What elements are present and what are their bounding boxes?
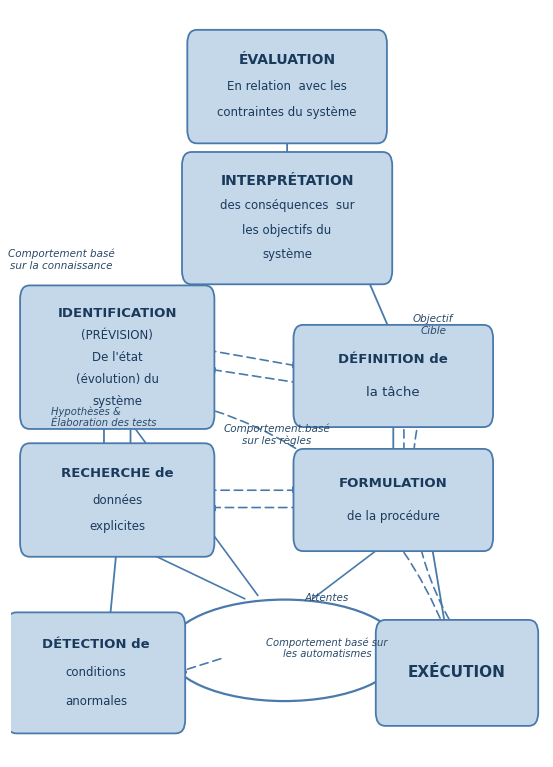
Text: système: système (262, 249, 312, 262)
Text: INTERPRÉTATION: INTERPRÉTATION (220, 174, 354, 189)
Text: Attentes: Attentes (305, 593, 349, 603)
Text: Comportement basé
sur la connaissance: Comportement basé sur la connaissance (8, 249, 115, 271)
Text: ÉVALUATION: ÉVALUATION (238, 54, 336, 67)
Text: IDENTIFICATION: IDENTIFICATION (58, 307, 177, 320)
Text: explicites: explicites (89, 520, 145, 533)
FancyBboxPatch shape (187, 30, 387, 143)
Text: (PRÉVISION): (PRÉVISION) (81, 329, 153, 342)
Text: conditions: conditions (66, 667, 127, 680)
FancyBboxPatch shape (20, 443, 215, 557)
Text: la tâche: la tâche (367, 386, 420, 399)
Text: contraintes du système: contraintes du système (217, 107, 357, 120)
Text: Hypothèses &
Élaboration des tests: Hypothèses & Élaboration des tests (51, 407, 156, 429)
Text: Objectif
Cible: Objectif Cible (413, 314, 453, 336)
FancyBboxPatch shape (20, 285, 215, 429)
FancyBboxPatch shape (294, 325, 493, 427)
Text: des conséquences  sur: des conséquences sur (220, 199, 354, 212)
FancyBboxPatch shape (294, 449, 493, 551)
Text: FORMULATION: FORMULATION (339, 477, 448, 490)
FancyBboxPatch shape (7, 612, 185, 733)
Text: anormales: anormales (65, 695, 127, 708)
Text: (évolution) du: (évolution) du (76, 373, 159, 386)
Text: données: données (92, 493, 142, 506)
Text: Comportement basé sur
les automatismes: Comportement basé sur les automatismes (266, 637, 388, 659)
Text: système: système (92, 395, 142, 407)
FancyBboxPatch shape (376, 620, 538, 726)
Text: de la procédure: de la procédure (347, 510, 440, 523)
Text: EXÉCUTION: EXÉCUTION (408, 666, 506, 680)
Text: les objectifs du: les objectifs du (243, 224, 332, 237)
Text: De l'état: De l'état (92, 351, 143, 364)
Text: En relation  avec les: En relation avec les (227, 80, 347, 93)
Text: Comportement.basé
sur les règles: Comportement.basé sur les règles (223, 423, 330, 446)
FancyBboxPatch shape (182, 152, 392, 285)
Text: DÉTECTION de: DÉTECTION de (42, 638, 150, 651)
Text: DÉFINITION de: DÉFINITION de (338, 353, 448, 366)
Text: RECHERCHE de: RECHERCHE de (61, 467, 174, 480)
